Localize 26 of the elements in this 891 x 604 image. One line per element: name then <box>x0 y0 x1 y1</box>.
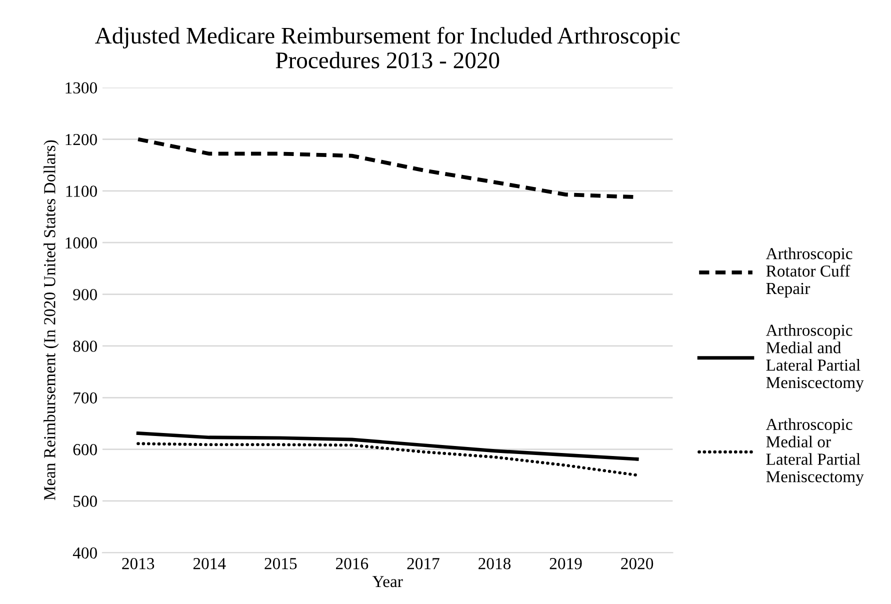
x-axis-title: Year <box>372 576 403 588</box>
legend-label: Arthroscopic Rotator Cuff Repair <box>766 248 852 298</box>
legend-label: Arthroscopic Medial or Lateral Partial Meniscectomy <box>766 418 864 486</box>
x-tick-label: 2013 <box>122 558 154 570</box>
x-tick-label: 2016 <box>336 558 368 570</box>
y-axis-title: Mean Reimbursement (In 2020 United States Dollars) <box>44 140 59 500</box>
x-tick-label: 2018 <box>478 558 511 570</box>
y-tick-label: 600 <box>73 444 97 456</box>
chart-title: Adjusted Medicare Reimbursement for Included Arthroscopic Procedures 2013 - 2020 <box>95 26 680 68</box>
y-tick-label: 900 <box>73 288 97 300</box>
x-tick-label: 2017 <box>407 558 440 570</box>
y-tick-label: 1200 <box>66 134 97 146</box>
y-tick-label: 700 <box>74 392 97 404</box>
x-tick-label: 2015 <box>264 558 297 570</box>
x-tick-label: 2019 <box>550 558 582 570</box>
y-tick-label: 1100 <box>66 186 97 197</box>
y-tick-label: 500 <box>74 496 97 507</box>
y-tick-label: 1000 <box>66 237 97 249</box>
y-tick-label: 800 <box>73 340 97 352</box>
x-tick-label: 2014 <box>193 558 226 570</box>
line-series <box>136 432 639 461</box>
y-tick-label: 400 <box>72 547 97 559</box>
y-tick-label: 1300 <box>66 82 97 94</box>
line-series <box>136 442 639 477</box>
legend-label: Arthroscopic Medial and Lateral Partial Meniscectomy <box>766 324 864 392</box>
x-tick-label: 2020 <box>621 558 654 570</box>
